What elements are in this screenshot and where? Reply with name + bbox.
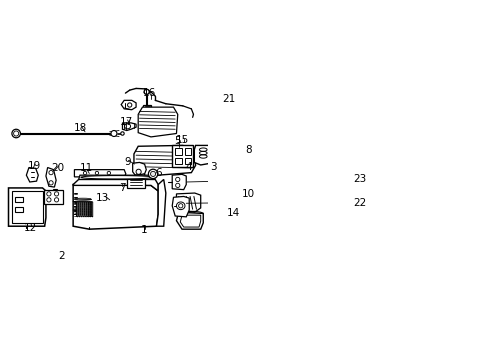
Text: 1: 1 bbox=[141, 225, 147, 235]
Polygon shape bbox=[87, 202, 88, 217]
Polygon shape bbox=[79, 202, 80, 217]
Polygon shape bbox=[184, 148, 191, 155]
Polygon shape bbox=[122, 123, 136, 131]
Polygon shape bbox=[53, 189, 57, 190]
Polygon shape bbox=[12, 191, 42, 223]
Text: 4: 4 bbox=[185, 162, 192, 172]
Text: 11: 11 bbox=[80, 163, 93, 174]
Polygon shape bbox=[156, 179, 165, 226]
Circle shape bbox=[175, 177, 180, 181]
Polygon shape bbox=[176, 212, 203, 229]
Circle shape bbox=[144, 89, 149, 94]
Circle shape bbox=[12, 129, 20, 138]
Circle shape bbox=[47, 198, 51, 202]
Circle shape bbox=[47, 192, 51, 196]
Polygon shape bbox=[126, 178, 144, 188]
Polygon shape bbox=[74, 170, 125, 177]
Text: 20: 20 bbox=[51, 162, 64, 172]
Polygon shape bbox=[91, 202, 93, 217]
Text: 17: 17 bbox=[120, 117, 133, 127]
Polygon shape bbox=[26, 167, 38, 182]
Circle shape bbox=[107, 171, 110, 175]
Text: 2: 2 bbox=[58, 251, 65, 261]
Circle shape bbox=[148, 169, 158, 179]
Polygon shape bbox=[73, 185, 158, 229]
Polygon shape bbox=[134, 145, 195, 176]
Polygon shape bbox=[172, 197, 189, 217]
Text: 21: 21 bbox=[222, 94, 235, 104]
Circle shape bbox=[83, 171, 86, 175]
Polygon shape bbox=[121, 100, 136, 110]
Polygon shape bbox=[132, 162, 146, 176]
Circle shape bbox=[95, 171, 99, 175]
Polygon shape bbox=[176, 193, 200, 212]
Polygon shape bbox=[89, 202, 90, 217]
Circle shape bbox=[111, 131, 117, 136]
Polygon shape bbox=[172, 174, 186, 190]
Circle shape bbox=[49, 171, 53, 175]
Polygon shape bbox=[175, 148, 182, 155]
Circle shape bbox=[54, 198, 59, 202]
Circle shape bbox=[54, 192, 59, 196]
Polygon shape bbox=[15, 197, 23, 202]
Polygon shape bbox=[81, 202, 82, 217]
Text: 5: 5 bbox=[174, 136, 181, 146]
Polygon shape bbox=[85, 202, 86, 217]
Polygon shape bbox=[44, 190, 63, 204]
Text: 12: 12 bbox=[24, 223, 37, 233]
Text: 18: 18 bbox=[73, 123, 86, 134]
Circle shape bbox=[49, 181, 53, 185]
Text: 23: 23 bbox=[353, 175, 366, 184]
Text: 14: 14 bbox=[227, 208, 240, 219]
Polygon shape bbox=[8, 188, 46, 226]
Text: 22: 22 bbox=[353, 198, 366, 208]
Polygon shape bbox=[134, 174, 144, 182]
Polygon shape bbox=[191, 148, 208, 163]
Text: 8: 8 bbox=[244, 145, 251, 155]
Polygon shape bbox=[77, 202, 78, 217]
Text: 6: 6 bbox=[155, 168, 162, 177]
Text: 13: 13 bbox=[96, 193, 109, 203]
Polygon shape bbox=[175, 158, 182, 164]
Polygon shape bbox=[194, 145, 216, 165]
Polygon shape bbox=[184, 158, 191, 164]
Polygon shape bbox=[73, 179, 158, 191]
Circle shape bbox=[175, 183, 180, 188]
Polygon shape bbox=[46, 167, 56, 187]
Text: 19: 19 bbox=[27, 161, 41, 171]
Polygon shape bbox=[79, 175, 155, 179]
Text: 15: 15 bbox=[176, 135, 189, 145]
Polygon shape bbox=[172, 145, 193, 167]
Polygon shape bbox=[15, 207, 23, 212]
Text: 10: 10 bbox=[241, 189, 254, 199]
Text: 3: 3 bbox=[210, 162, 217, 172]
Polygon shape bbox=[83, 202, 84, 217]
Text: 9: 9 bbox=[124, 157, 131, 167]
Circle shape bbox=[127, 103, 132, 107]
Circle shape bbox=[121, 132, 124, 135]
Circle shape bbox=[14, 131, 19, 136]
Polygon shape bbox=[138, 107, 177, 137]
Circle shape bbox=[150, 171, 155, 176]
Text: 7: 7 bbox=[119, 183, 125, 193]
Text: 16: 16 bbox=[143, 88, 156, 98]
Polygon shape bbox=[143, 105, 151, 108]
